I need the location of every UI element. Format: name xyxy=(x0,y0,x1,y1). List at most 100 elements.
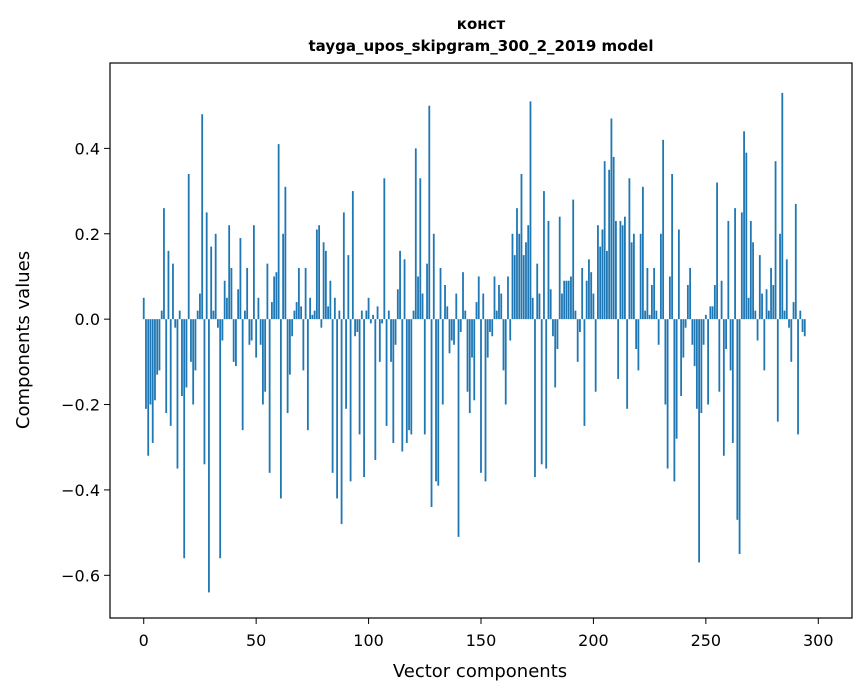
bar-200 xyxy=(592,293,595,320)
bar-116 xyxy=(403,259,406,320)
bar-37 xyxy=(226,297,228,320)
bar-202 xyxy=(597,225,599,320)
bar-209 xyxy=(612,156,615,320)
bar-285 xyxy=(783,310,786,320)
bar-59 xyxy=(275,272,278,320)
bar-79 xyxy=(320,319,323,328)
bar-113 xyxy=(396,289,399,320)
bar-220 xyxy=(637,319,640,371)
bar-189 xyxy=(567,280,570,320)
bar-281 xyxy=(774,161,777,320)
bar-286 xyxy=(785,259,788,320)
bar-144 xyxy=(466,319,469,392)
bar-21 xyxy=(190,319,192,362)
bar-43 xyxy=(239,238,242,320)
bar-242 xyxy=(686,285,689,320)
bar-153 xyxy=(486,319,489,358)
bar-72 xyxy=(304,267,307,320)
bar-133 xyxy=(441,319,444,405)
x-axis-label: Vector components xyxy=(393,661,567,682)
bar-256 xyxy=(718,319,721,392)
bar-219 xyxy=(635,319,638,350)
bar-60 xyxy=(277,144,280,320)
y-tick-label: −0.4 xyxy=(61,481,100,500)
bar-168 xyxy=(520,174,523,320)
bar-217 xyxy=(630,242,633,320)
bar-251 xyxy=(707,319,709,405)
bar-274 xyxy=(758,255,761,320)
bar-44 xyxy=(241,319,244,431)
bar-177 xyxy=(540,319,543,465)
bar-62 xyxy=(282,233,285,320)
bar-26 xyxy=(201,114,204,320)
bar-139 xyxy=(455,293,458,320)
bar-18 xyxy=(183,319,186,559)
bar-272 xyxy=(754,310,757,320)
bars-group xyxy=(142,92,806,593)
bar-282 xyxy=(776,319,779,422)
bar-152 xyxy=(484,319,487,482)
bar-267 xyxy=(743,131,745,320)
bar-74 xyxy=(309,297,312,320)
bar-100 xyxy=(367,297,370,320)
bar-218 xyxy=(633,233,635,320)
bar-30 xyxy=(210,246,213,320)
bar-229 xyxy=(657,319,660,345)
bar-111 xyxy=(392,319,395,443)
bar-135 xyxy=(446,306,449,320)
bar-14 xyxy=(174,319,177,328)
bar-146 xyxy=(471,319,473,358)
bar-253 xyxy=(711,306,714,320)
bar-266 xyxy=(740,212,743,320)
bar-108 xyxy=(385,319,388,426)
bar-63 xyxy=(284,186,287,320)
chart-title: конст xyxy=(457,15,506,33)
bar-12 xyxy=(169,319,172,426)
bar-269 xyxy=(747,297,750,320)
bar-257 xyxy=(720,280,723,320)
bar-148 xyxy=(475,302,478,320)
bar-190 xyxy=(570,276,572,320)
bar-81 xyxy=(324,250,327,320)
x-tick-label: 300 xyxy=(803,631,834,650)
bar-75 xyxy=(311,314,314,320)
bar-80 xyxy=(322,242,325,320)
bar-42 xyxy=(237,289,240,320)
bar-279 xyxy=(770,267,772,320)
bar-243 xyxy=(689,267,692,320)
bar-231 xyxy=(662,139,665,320)
bar-232 xyxy=(664,319,667,405)
bar-149 xyxy=(477,276,480,320)
bar-9 xyxy=(163,208,165,320)
y-tick-label: 0.2 xyxy=(75,225,100,244)
bar-224 xyxy=(646,267,649,320)
bar-83 xyxy=(329,280,332,320)
bar-172 xyxy=(529,101,532,320)
bar-180 xyxy=(547,220,550,320)
bar-101 xyxy=(369,319,372,324)
bar-197 xyxy=(585,280,588,320)
bar-278 xyxy=(767,310,770,320)
bar-23 xyxy=(194,319,197,371)
bar-131 xyxy=(437,319,440,486)
bar-138 xyxy=(453,319,455,345)
bar-109 xyxy=(387,310,390,320)
bar-31 xyxy=(212,310,215,320)
bar-238 xyxy=(677,229,680,320)
bar-142 xyxy=(462,272,464,320)
bar-167 xyxy=(518,233,521,320)
bar-13 xyxy=(172,263,174,320)
bar-54 xyxy=(264,319,267,392)
bar-291 xyxy=(797,319,799,435)
bar-82 xyxy=(327,306,329,320)
x-tick-label: 100 xyxy=(353,631,384,650)
bar-34 xyxy=(219,319,222,559)
bar-120 xyxy=(412,310,415,320)
bar-216 xyxy=(628,178,631,320)
bar-134 xyxy=(444,285,446,320)
bar-25 xyxy=(199,293,201,320)
bar-255 xyxy=(716,182,718,320)
bar-118 xyxy=(408,319,410,431)
bar-208 xyxy=(610,118,613,320)
bar-76 xyxy=(313,310,316,320)
